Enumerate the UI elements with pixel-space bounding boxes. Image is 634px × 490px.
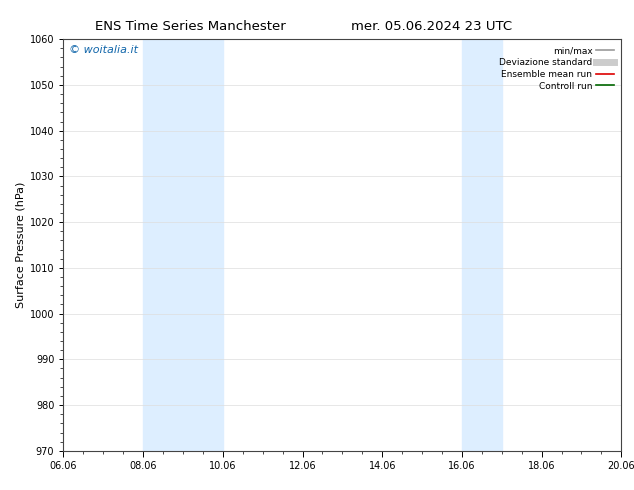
Text: © woitalia.it: © woitalia.it	[69, 46, 138, 55]
Legend: min/max, Deviazione standard, Ensemble mean run, Controll run: min/max, Deviazione standard, Ensemble m…	[496, 44, 617, 93]
Text: ENS Time Series Manchester: ENS Time Series Manchester	[95, 20, 285, 33]
Bar	[143, 39, 223, 451]
Text: mer. 05.06.2024 23 UTC: mer. 05.06.2024 23 UTC	[351, 20, 512, 33]
Y-axis label: Surface Pressure (hPa): Surface Pressure (hPa)	[16, 182, 25, 308]
Bar	[462, 39, 501, 451]
